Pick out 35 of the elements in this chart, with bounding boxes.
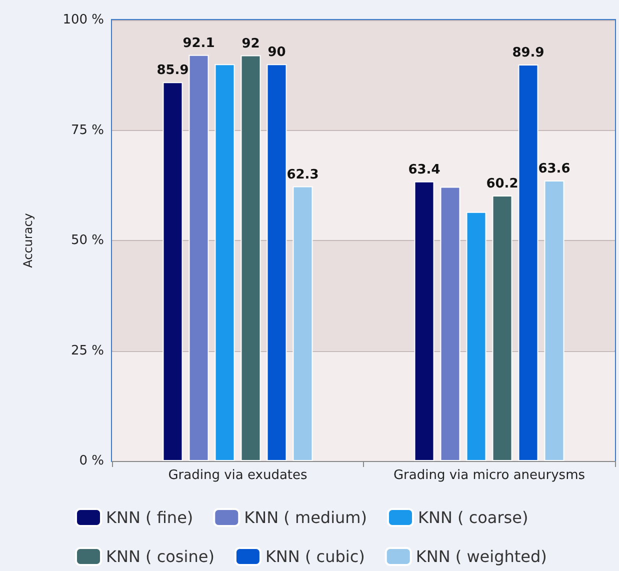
y-tick-label: 100 % [62,12,104,28]
y-tick-label: 0 % [79,454,104,468]
legend-label: KNN ( cubic) [265,547,365,566]
x-tick-label: Grading via exudates [168,468,308,483]
bar [440,186,460,461]
data-label: 90 [268,45,286,60]
y-tick-label: 50 % [70,233,104,248]
data-label: 85.9 [156,63,189,78]
bar [492,196,512,461]
bar [266,64,287,461]
data-label: 92 [242,36,260,52]
bar [518,64,538,461]
bar [188,54,209,461]
legend-label: KNN ( weighted) [416,547,547,566]
y-axis-title: Accuracy [21,213,35,268]
bar [162,82,183,461]
data-label: 92.1 [182,36,215,51]
data-label: 89.9 [512,46,544,61]
data-label: 63.4 [408,162,440,178]
x-tick-label: Grading via micro aneurysms [393,468,586,483]
legend-label: KNN ( medium) [244,508,367,527]
data-label: 62.3 [286,167,319,182]
y-tick-label: 75 % [70,122,104,138]
legend-label: KNN ( coarse) [418,508,528,527]
data-label: 60.2 [486,176,518,192]
data-label: 63.6 [538,162,570,177]
bar [214,64,235,461]
bar [414,181,434,461]
legend-label: KNN ( cosine) [106,547,214,566]
bar [240,55,261,461]
y-tick-label: 25 % [70,343,104,358]
legend-label: KNN ( fine) [106,508,194,527]
bar [292,186,313,461]
bar [544,180,564,461]
bar [466,212,486,461]
